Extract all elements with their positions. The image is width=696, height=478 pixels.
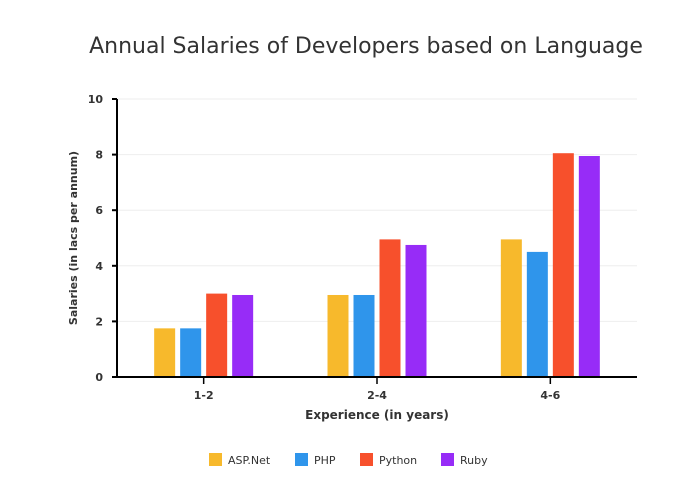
x-tick-label: 2-4 [367, 389, 387, 402]
legend-item: ASP.Net [209, 453, 271, 467]
y-tick-label: 8 [95, 149, 103, 162]
bar-ruby-4-6 [578, 155, 600, 376]
bar-ruby-2-4 [405, 244, 427, 376]
bar-python-2-4 [379, 239, 401, 376]
y-tick-label: 0 [95, 371, 103, 384]
legend-label: Python [379, 454, 417, 467]
bar-php-4-6 [526, 251, 548, 376]
y-tick-label: 6 [95, 204, 103, 217]
x-tick-label: 4-6 [540, 389, 560, 402]
bar-asp-net-1-2 [154, 328, 176, 376]
y-tick-label: 2 [95, 315, 103, 328]
legend-swatch [441, 453, 454, 466]
legend-item: PHP [295, 453, 336, 467]
bar-python-1-2 [206, 293, 228, 376]
x-tick-label: 1-2 [194, 389, 214, 402]
bar-asp-net-2-4 [327, 294, 349, 376]
chart-title: Annual Salaries of Developers based on L… [89, 34, 643, 59]
legend-swatch [295, 453, 308, 466]
bar-ruby-1-2 [232, 294, 254, 376]
legend-item: Ruby [441, 453, 488, 467]
y-axis-label: Salaries (in lacs per annum) [67, 151, 80, 325]
legend: ASP.Net PHP Python Ruby [209, 453, 488, 467]
legend-label: Ruby [460, 454, 488, 467]
bar-php-2-4 [353, 294, 375, 376]
legend-swatch [209, 453, 222, 466]
legend-swatch [360, 453, 373, 466]
bar-php-1-2 [180, 328, 202, 376]
bar-python-4-6 [552, 153, 574, 376]
legend-label: ASP.Net [228, 454, 271, 467]
legend-label: PHP [314, 454, 336, 467]
legend-item: Python [360, 453, 417, 467]
y-tick-label: 10 [88, 93, 104, 106]
y-tick-label: 4 [95, 260, 103, 273]
x-axis-label: Experience (in years) [305, 408, 449, 422]
bar-asp-net-4-6 [500, 239, 522, 376]
